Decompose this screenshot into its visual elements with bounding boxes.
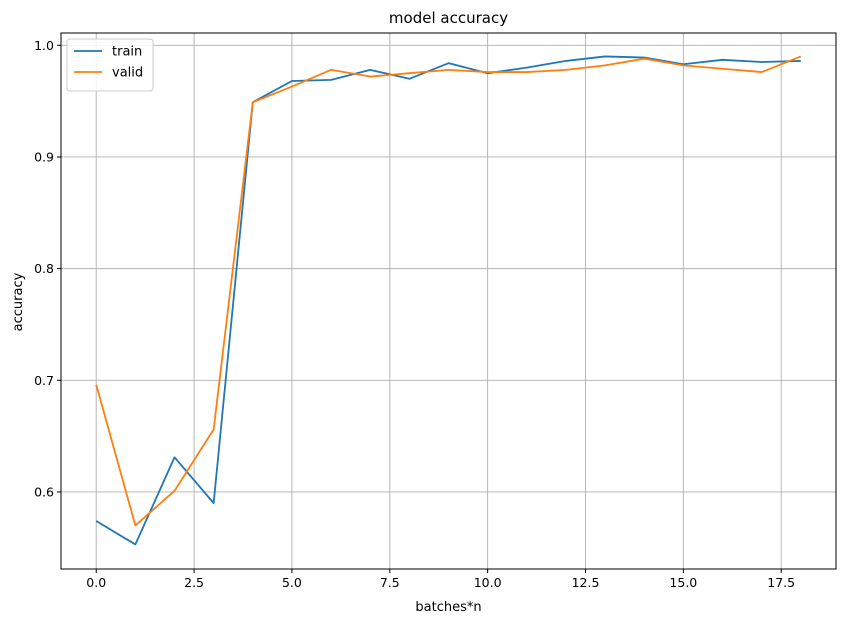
- y-tick-label: 0.8: [34, 261, 54, 276]
- y-tick-label: 0.7: [34, 373, 54, 388]
- y-tick-label: 0.9: [34, 149, 54, 164]
- series-line-train: [95, 55, 801, 546]
- x-tick-label: 15.0: [669, 575, 697, 590]
- x-tick-label: 5.0: [282, 575, 302, 590]
- y-tick-label: 1.0: [34, 38, 54, 53]
- series-line-valid: [95, 55, 802, 527]
- x-tick-label: 7.5: [380, 575, 400, 590]
- axis-ticks: 0.0 2.5 5.0 7.5 10.0 12.5 15.0 17.5 0.6 0.7 0.8 0.9…: [34, 38, 795, 590]
- x-tick-label: 10.0: [474, 575, 502, 590]
- x-tick-label: 17.5: [767, 575, 795, 590]
- legend-box: [66, 38, 154, 92]
- series-lines: [95, 55, 802, 546]
- y-tick-label: 0.6: [34, 484, 54, 499]
- legend: train valid: [66, 38, 154, 92]
- grid: [61, 33, 836, 569]
- y-axis-label: accuracy: [11, 272, 26, 331]
- x-tick-label: 0.0: [86, 575, 106, 590]
- plot-frame: [60, 32, 837, 570]
- legend-label-valid: valid: [112, 66, 143, 81]
- chart-title: model accuracy: [389, 9, 508, 27]
- x-axis-label: batches*n: [415, 600, 481, 615]
- legend-label-train: train: [112, 45, 142, 60]
- x-tick-label: 2.5: [184, 575, 204, 590]
- x-tick-label: 12.5: [572, 575, 600, 590]
